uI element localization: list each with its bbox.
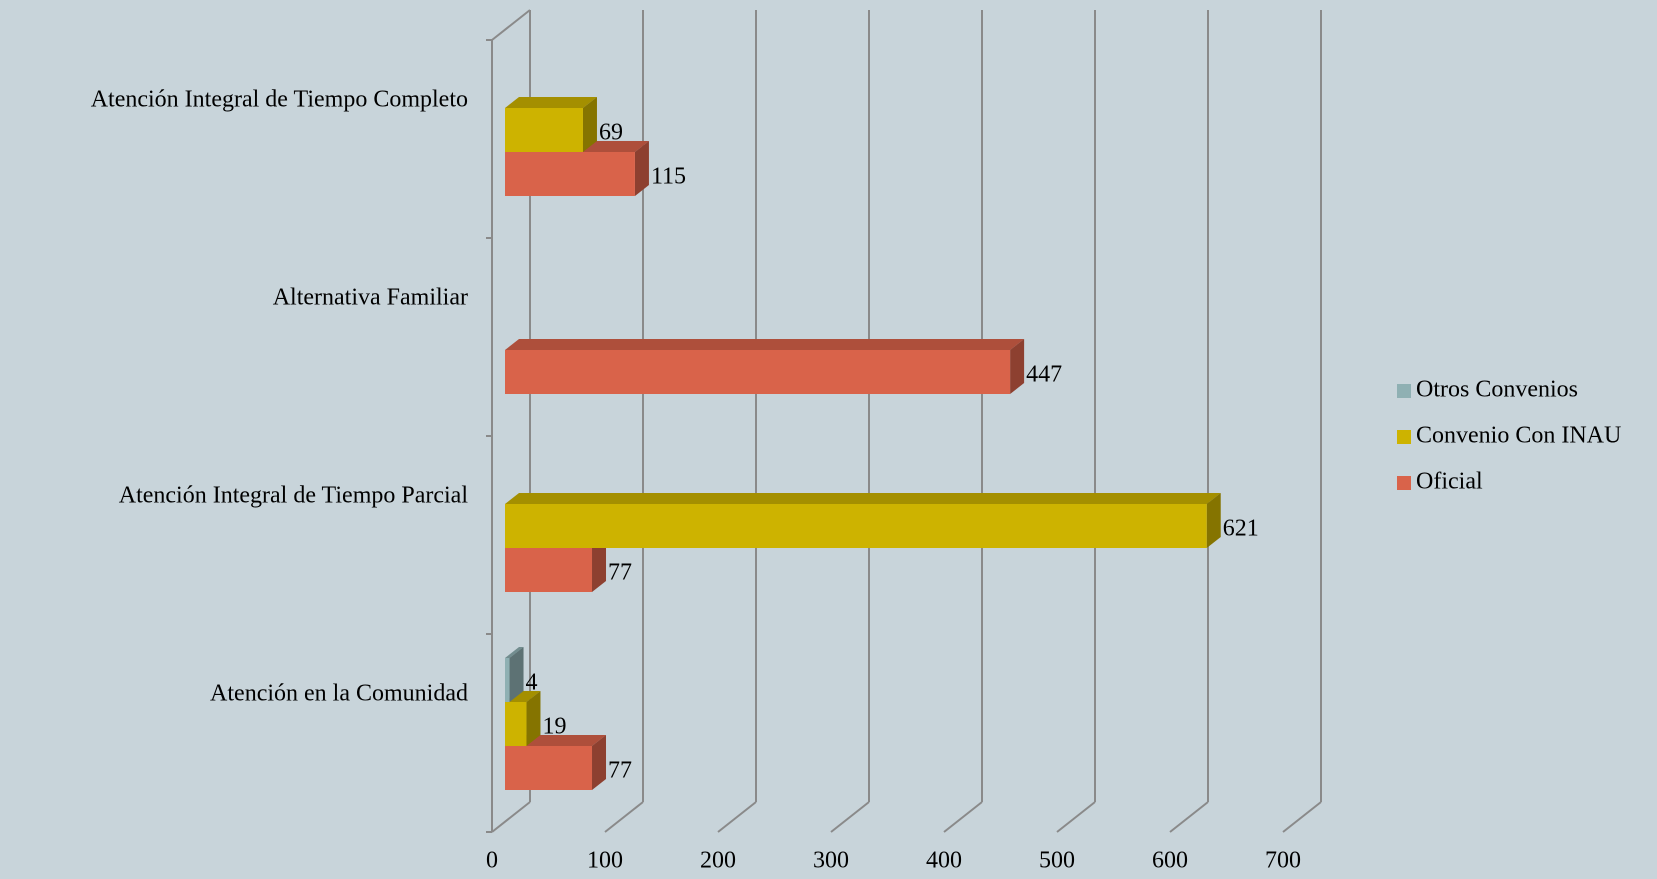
grid-line (943, 801, 983, 833)
bar-top (505, 339, 1025, 350)
bar-side (582, 97, 597, 152)
legend-swatch (1397, 384, 1411, 398)
bar (505, 152, 635, 196)
bar-side (509, 647, 524, 702)
axis-line (491, 9, 531, 41)
legend-label: Convenio Con INAU (1416, 423, 1621, 449)
bar (505, 504, 1207, 548)
bar-side (592, 537, 607, 592)
legend-label: Oficial (1416, 469, 1483, 495)
value-label: 69 (599, 120, 623, 146)
value-label: 115 (651, 164, 686, 190)
value-label: 621 (1223, 516, 1259, 542)
grid-line (604, 801, 644, 833)
x-tick-label: 0 (486, 848, 498, 874)
value-label: 77 (608, 560, 632, 586)
bar (505, 548, 593, 592)
bar (505, 108, 583, 152)
y-tick-label: Atención Integral de Tiempo Parcial (119, 483, 469, 509)
bar-top (505, 647, 524, 658)
x-tick-label: 500 (1039, 848, 1075, 874)
grid-line (830, 801, 870, 833)
legend-swatch (1397, 430, 1411, 444)
bar-top (505, 97, 597, 108)
value-label: 447 (1026, 362, 1062, 388)
x-tick-label: 300 (813, 848, 849, 874)
bar (505, 746, 593, 790)
value-label: 4 (526, 670, 538, 696)
x-tick-label: 700 (1265, 848, 1301, 874)
value-label: 19 (542, 714, 566, 740)
bar (505, 350, 1011, 394)
grid-line (491, 801, 531, 833)
bar-top (505, 493, 1221, 504)
bar-side (1010, 339, 1025, 394)
bar (505, 658, 510, 702)
legend-label: Otros Convenios (1416, 377, 1578, 403)
grid-line (1169, 801, 1209, 833)
bar-side (634, 141, 649, 196)
bar-side (592, 735, 607, 790)
bar-side (1206, 493, 1221, 548)
y-tick-label: Alternativa Familiar (273, 285, 468, 311)
grid-line (717, 801, 757, 833)
x-tick-label: 400 (926, 848, 962, 874)
y-tick-label: Atención en la Comunidad (210, 681, 468, 707)
grid-line (1056, 801, 1096, 833)
bar (505, 702, 527, 746)
x-tick-label: 100 (587, 848, 623, 874)
y-tick-label: Atención Integral de Tiempo Completo (91, 87, 468, 113)
legend-swatch (1397, 476, 1411, 490)
x-tick-label: 600 (1152, 848, 1188, 874)
bar-top (505, 691, 541, 702)
x-tick-label: 200 (700, 848, 736, 874)
value-label: 77 (608, 758, 632, 784)
grid-line (1282, 801, 1322, 833)
bar-side (526, 691, 541, 746)
